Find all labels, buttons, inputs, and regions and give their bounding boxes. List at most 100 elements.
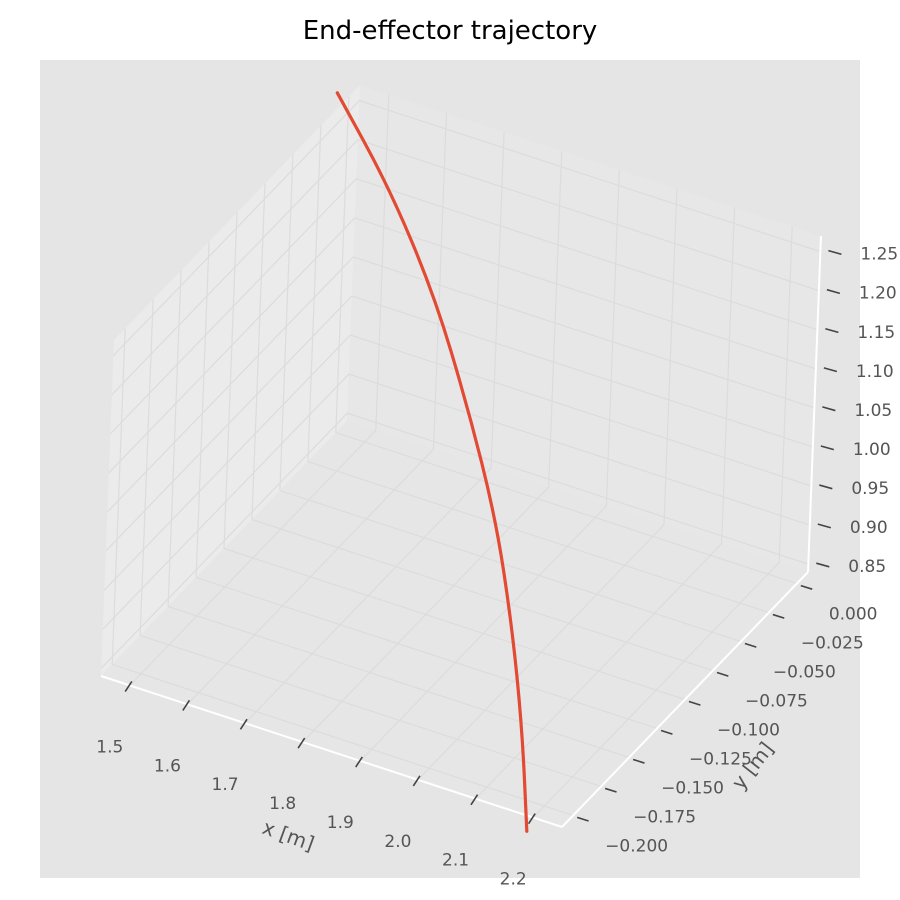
z-tick	[819, 484, 833, 490]
x-tick	[527, 813, 536, 825]
x-tick-label: 2.0	[384, 832, 411, 852]
z-tick	[828, 249, 842, 256]
grid-line-z-sidewall	[357, 139, 820, 292]
x-tick	[297, 737, 306, 749]
y-tick-label: −0.100	[717, 721, 780, 741]
z-tick	[817, 523, 832, 529]
z-tick	[825, 327, 839, 334]
grid-line-y-wall	[195, 241, 210, 578]
grid-line-x-wall	[605, 169, 620, 506]
y-tick	[688, 700, 701, 706]
x-tick	[124, 680, 133, 692]
y-tick	[744, 642, 757, 648]
grid-line-y-wall	[111, 328, 126, 665]
z-tick-label: 0.95	[851, 479, 889, 499]
z-tick	[816, 562, 830, 568]
y-tick-label: −0.175	[633, 807, 696, 827]
y-tick	[632, 758, 645, 764]
y-tick	[800, 584, 813, 590]
y-tick	[716, 671, 729, 677]
grid-line-y-floor	[167, 605, 630, 759]
grid-line-z-backwall	[112, 100, 360, 357]
chart-title: End-effector trajectory	[302, 16, 598, 46]
y-tick-label: 0.000	[829, 605, 878, 625]
grid-line-z-backwall	[108, 217, 356, 474]
grid-line-z-sidewall	[356, 178, 818, 331]
y-tick-label: −0.025	[801, 634, 864, 654]
y-tick	[772, 613, 785, 619]
grid-line-x-wall	[490, 132, 505, 469]
y-tick-label: −0.075	[745, 692, 808, 712]
y-tick-label: −0.200	[605, 836, 668, 856]
x-tick-label: 1.5	[96, 737, 123, 757]
axes-group	[100, 235, 822, 828]
grid-line-y-wall	[223, 212, 238, 549]
y-tick-label: −0.050	[773, 663, 836, 683]
grid-line-z-backwall	[102, 373, 350, 630]
grid-line-y-wall	[251, 183, 266, 520]
trajectory-line	[335, 91, 529, 833]
x-tick-label: 1.8	[269, 794, 296, 814]
grid-line-z-sidewall	[347, 412, 809, 565]
y-tick	[604, 787, 617, 793]
x-tick-label: 1.6	[154, 756, 181, 776]
z-tick	[820, 445, 835, 451]
grid-line-y-wall	[139, 299, 154, 636]
grid-line-y-wall	[307, 125, 322, 462]
x-tick-label: 1.9	[327, 813, 354, 833]
z-tick-label: 0.90	[850, 518, 888, 538]
tick-group: 1.5 1.6 1.7 1.8 1.9 2.0 2.1 2.2 0.000 −0.025 −0.05…	[96, 245, 898, 890]
z-tick-label: 1.20	[859, 284, 897, 304]
y-tick	[660, 729, 673, 735]
grid-line-y-floor	[223, 547, 686, 701]
grid-line-y-floor	[251, 518, 714, 672]
grid-line-y-wall	[279, 154, 294, 491]
grid-line-x-wall	[375, 94, 390, 431]
z-tick-label: 1.15	[857, 323, 895, 343]
z-tick-label: 1.05	[854, 401, 892, 421]
grid-line-x-wall	[778, 226, 793, 563]
z-tick-label: 0.85	[848, 557, 886, 577]
grid-line-z-backwall	[109, 178, 357, 435]
z-tick-label: 1.00	[853, 440, 891, 460]
grid-group	[100, 94, 821, 818]
x-tick	[182, 699, 191, 711]
x-tick	[412, 775, 421, 787]
grid-line-y-wall	[167, 270, 182, 607]
z-tick-label: 1.10	[856, 362, 894, 382]
grid-line-z-sidewall	[353, 256, 815, 409]
x-tick	[355, 756, 363, 768]
x-tick-label: 2.2	[500, 870, 527, 890]
grid-line-y-floor	[335, 432, 798, 585]
y-tick-label: −0.150	[661, 778, 724, 798]
grid-line-x-wall	[548, 151, 563, 488]
grid-line-z-backwall	[106, 256, 354, 513]
grid-line-y-wall	[335, 96, 350, 433]
grid-line-y-floor	[111, 663, 574, 816]
y-tick	[576, 816, 589, 822]
z-tick	[822, 406, 836, 412]
grid-line-y-floor	[307, 460, 770, 614]
x-axis-line	[100, 675, 563, 828]
grid-line-z-backwall	[105, 295, 353, 552]
series-group	[335, 91, 529, 833]
grid-line-z-sidewall	[359, 100, 821, 253]
grid-line-x-wall	[432, 113, 448, 450]
grid-line-z-sidewall	[354, 217, 817, 370]
z-tick-label: 1.25	[860, 245, 898, 265]
x-tick-label: 1.7	[212, 775, 239, 795]
x-tick	[470, 794, 479, 806]
grid-line-z-backwall	[100, 412, 348, 669]
grid-line-y-floor	[195, 576, 658, 730]
z-tick	[823, 367, 838, 373]
y-axis-line	[561, 571, 809, 828]
x-tick	[239, 718, 248, 730]
z-tick	[826, 288, 841, 295]
grid-line-z-backwall	[111, 139, 359, 396]
z-axis-line	[807, 235, 822, 573]
grid-line-z-backwall	[103, 334, 351, 591]
y-tick-label: −0.125	[689, 749, 752, 769]
grid-line-x-wall	[720, 207, 736, 544]
